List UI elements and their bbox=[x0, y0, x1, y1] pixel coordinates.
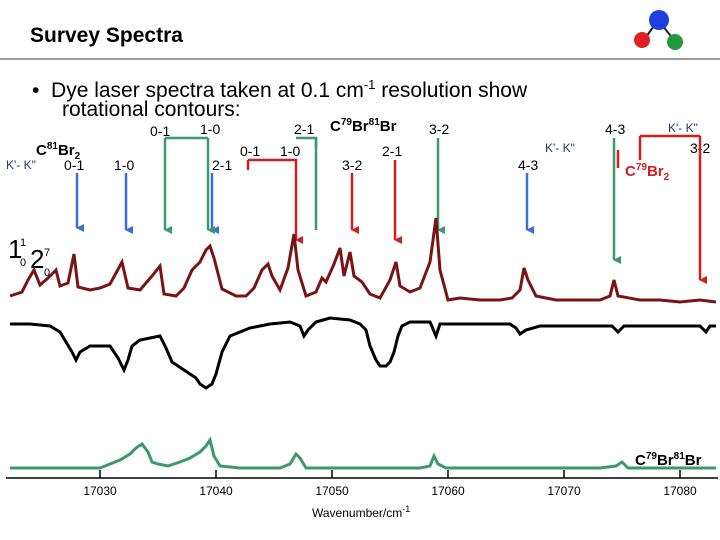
bullet-line-2: rotational contours: bbox=[62, 98, 241, 121]
kk-label-right-top: K'- K" bbox=[668, 121, 698, 135]
tick-label: 17070 bbox=[547, 484, 581, 498]
c79br2-label: C79Br2 bbox=[625, 162, 670, 183]
kk-label-left: K'- K" bbox=[6, 158, 36, 172]
tick-label: 17040 bbox=[199, 484, 233, 498]
svg-text:1: 1 bbox=[8, 234, 22, 264]
svg-text:1: 1 bbox=[20, 237, 26, 249]
bullet-dot: • bbox=[32, 79, 40, 102]
title-divider bbox=[0, 58, 720, 60]
band-label-green-43: 4-3 bbox=[605, 121, 626, 137]
svg-text:0: 0 bbox=[44, 267, 50, 279]
red-arrows bbox=[246, 134, 707, 284]
band-label-blue-21: 2-1 bbox=[212, 157, 233, 173]
tick-label: 17060 bbox=[431, 484, 465, 498]
kk-label-right-mid: K'- K" bbox=[545, 141, 575, 155]
band-label-red-32: 3-2 bbox=[342, 157, 363, 173]
band-label-blue-43: 4-3 bbox=[518, 157, 539, 173]
band-label-green-01: 0-1 bbox=[150, 123, 171, 139]
band-label-green-32: 3-2 bbox=[429, 121, 450, 137]
bullet-text-2: resolution show bbox=[375, 79, 528, 102]
bullet-text-1: Dye laser spectra taken at 0.1 cm bbox=[51, 79, 364, 102]
c81br2-label: C81Br2 bbox=[36, 141, 81, 162]
svg-text:7: 7 bbox=[44, 247, 50, 259]
band-label-red-01: 0-1 bbox=[240, 143, 261, 159]
tick-label: 17030 bbox=[83, 484, 117, 498]
rotational-assignment-label: 1 1 0 2 7 0 bbox=[8, 234, 50, 279]
band-label-blue-01: 0-1 bbox=[64, 157, 85, 173]
spectrum-top-darkred bbox=[9, 217, 717, 304]
spectrum-middle-black bbox=[10, 316, 716, 390]
svg-text:2: 2 bbox=[30, 244, 44, 274]
green-arrows bbox=[163, 136, 621, 264]
band-label-blue-10: 1-0 bbox=[114, 157, 135, 173]
x-axis bbox=[6, 470, 718, 479]
band-label-green-21: 2-1 bbox=[294, 121, 315, 137]
spectrum-bottom-green bbox=[10, 436, 716, 470]
bullet-line-1: • Dye laser spectra taken at 0.1 cm-1 re… bbox=[32, 72, 527, 103]
svg-text:0: 0 bbox=[20, 257, 26, 269]
slide-title: Survey Spectra bbox=[30, 24, 183, 47]
band-label-red-10: 1-0 bbox=[280, 143, 301, 159]
band-label-green-10: 1-0 bbox=[200, 121, 221, 137]
molecule-logo-icon bbox=[634, 10, 683, 50]
tick-label: 17080 bbox=[663, 484, 697, 498]
blue-arrows bbox=[75, 173, 534, 234]
c79br81br-label: C79Br81Br bbox=[330, 117, 397, 135]
bullet-sup: -1 bbox=[363, 77, 376, 92]
tick-label: 17050 bbox=[315, 484, 349, 498]
x-axis-label: Wavenumber/cm-1 bbox=[312, 504, 411, 520]
c79br81br-bottom-label: C79Br81Br bbox=[635, 451, 702, 469]
band-label-red-21: 2-1 bbox=[382, 143, 403, 159]
